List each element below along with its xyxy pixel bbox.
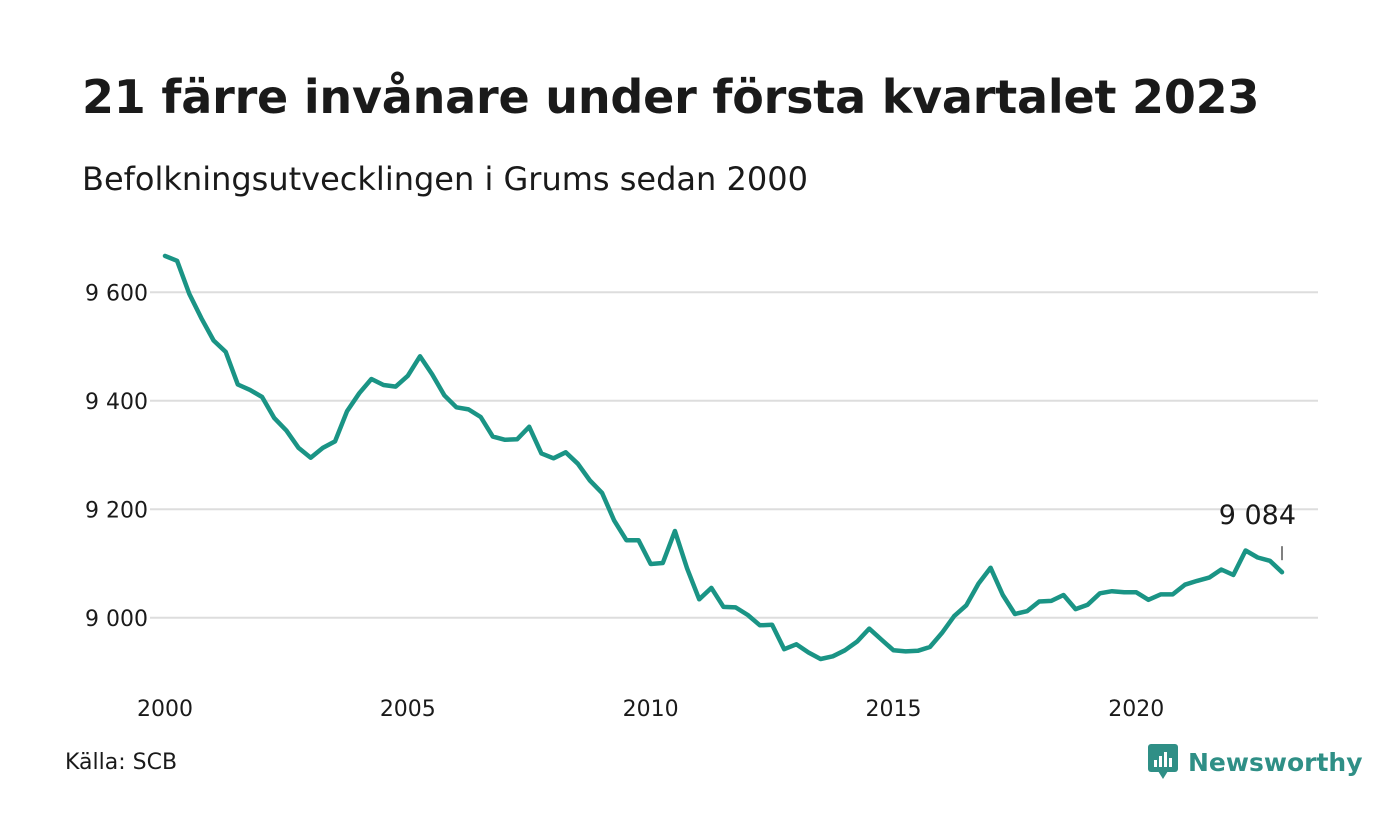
series-layer [162,253,1285,662]
x-tick-label: 2010 [623,697,679,722]
last-value-label: 9 084 [1219,500,1296,531]
x-axis-labels: 2000 2005 2010 2015 2020 [137,697,1164,722]
x-tick-label: 2020 [1108,697,1164,722]
y-tick-label: 9 200 [85,498,148,523]
x-tick-label: 2000 [137,697,193,722]
gridlines [150,291,1318,619]
chart-subtitle: Befolkningsutvecklingen i Grums sedan 20… [82,160,808,198]
x-tick-label: 2005 [380,697,436,722]
bar-chart-bubble-icon [1148,744,1178,779]
series-line [162,253,1285,662]
brand-name: Newsworthy [1188,747,1363,777]
y-axis-labels: 9 000 9 200 9 400 9 600 [85,281,148,632]
line-chart: 9 000 9 200 9 400 9 600 2000 2005 2010 2015 202… [85,253,1318,722]
y-tick-label: 9 000 [85,607,148,632]
y-tick-label: 9 400 [85,390,148,415]
source-note: Källa: SCB [65,750,178,775]
x-tick-label: 2015 [865,697,921,722]
newsworthy-logo: Newsworthy [1148,744,1363,780]
annotation-layer: 9 084 [1219,500,1296,561]
chart-title: 21 färre invånare under första kvartalet… [82,70,1260,124]
y-tick-label: 9 600 [85,281,148,306]
